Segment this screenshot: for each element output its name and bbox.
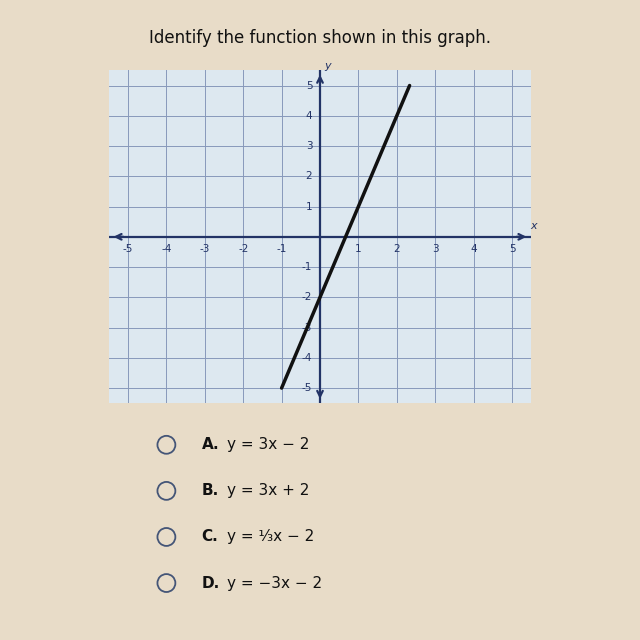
Text: 2: 2 bbox=[394, 244, 400, 254]
Text: B.: B. bbox=[202, 483, 219, 499]
Text: A.: A. bbox=[202, 437, 220, 452]
Text: 4: 4 bbox=[470, 244, 477, 254]
Text: -3: -3 bbox=[302, 323, 312, 333]
Text: y = 3x + 2: y = 3x + 2 bbox=[227, 483, 310, 499]
Text: -4: -4 bbox=[302, 353, 312, 363]
Text: 5: 5 bbox=[509, 244, 515, 254]
Text: -2: -2 bbox=[238, 244, 248, 254]
Text: -2: -2 bbox=[302, 292, 312, 302]
Text: D.: D. bbox=[202, 575, 220, 591]
Text: 4: 4 bbox=[306, 111, 312, 121]
Text: y = ¹⁄₃x − 2: y = ¹⁄₃x − 2 bbox=[227, 529, 314, 545]
Text: 1: 1 bbox=[306, 202, 312, 212]
Text: -3: -3 bbox=[200, 244, 210, 254]
Text: C.: C. bbox=[202, 529, 218, 545]
Text: x: x bbox=[531, 221, 537, 231]
Text: 3: 3 bbox=[306, 141, 312, 151]
Text: 2: 2 bbox=[306, 172, 312, 181]
Text: -1: -1 bbox=[276, 244, 287, 254]
Text: 5: 5 bbox=[306, 81, 312, 90]
Text: y = −3x − 2: y = −3x − 2 bbox=[227, 575, 323, 591]
Text: 1: 1 bbox=[355, 244, 362, 254]
Text: y: y bbox=[324, 61, 332, 71]
Text: 3: 3 bbox=[432, 244, 438, 254]
Text: -5: -5 bbox=[302, 383, 312, 393]
Text: -1: -1 bbox=[302, 262, 312, 272]
Text: -4: -4 bbox=[161, 244, 172, 254]
Text: Identify the function shown in this graph.: Identify the function shown in this grap… bbox=[149, 29, 491, 47]
Text: -5: -5 bbox=[123, 244, 133, 254]
Text: y = 3x − 2: y = 3x − 2 bbox=[227, 437, 310, 452]
